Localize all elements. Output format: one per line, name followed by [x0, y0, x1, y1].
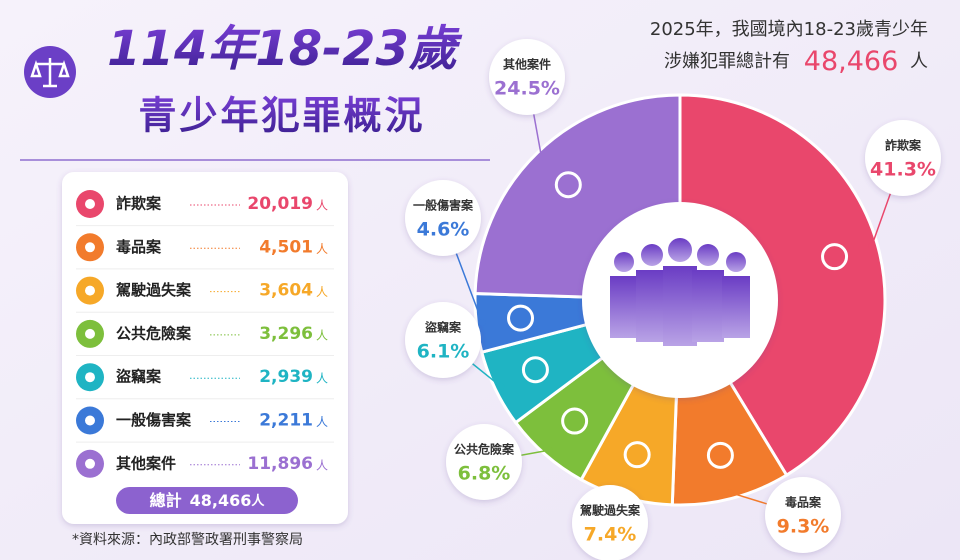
- leader-dot: [726, 489, 734, 497]
- row-unit: 人: [316, 328, 328, 342]
- row-icon-dot: [85, 199, 95, 209]
- slice-label: 6.1%: [417, 341, 470, 363]
- row-name: 盜竊案: [116, 368, 162, 386]
- slice-name: 其他案件: [503, 57, 551, 72]
- row-icon-dot: [85, 415, 95, 426]
- slice-name: 公共危險案: [454, 442, 515, 457]
- callout-bubble: [765, 477, 841, 553]
- row-count: 3,296: [259, 324, 313, 344]
- row-icon-dot: [85, 328, 95, 339]
- leader-dot: [478, 318, 486, 326]
- slice-name: 詐欺案: [885, 138, 922, 153]
- source: *資料來源：內政部警政署刑事警察局: [72, 531, 303, 548]
- leader-dot: [497, 382, 505, 390]
- row-icon-dot: [85, 372, 95, 383]
- slice-label: 24.5%: [494, 78, 560, 100]
- row-unit: 人: [316, 199, 328, 213]
- slice-label: 7.4%: [584, 524, 637, 546]
- row-name: 詐欺案: [116, 195, 162, 213]
- row-name: 駕駛過失案: [116, 281, 192, 299]
- row-unit: 人: [316, 415, 328, 429]
- row-unit: 人: [316, 242, 328, 256]
- callout-bubble: [489, 39, 565, 115]
- callout-bubble: [865, 120, 941, 196]
- callouts: 詐欺案 41.3% 毒品案 9.3% 駕駛過失案 7.4% 公共危險案 6.8% 盜竊案 6.1%…: [405, 39, 941, 560]
- slice-label: 4.6%: [417, 219, 470, 241]
- row-count: 3,604: [259, 281, 313, 301]
- total-value: 48,466: [190, 491, 252, 510]
- summary-line1: 2025年，我國境內18-23歲青少年: [650, 19, 928, 40]
- row-name: 一般傷害案: [116, 411, 192, 429]
- row-count: 4,501: [259, 237, 313, 257]
- donut: [473, 93, 887, 507]
- total-label: 總計: [150, 491, 182, 510]
- total-pill: [116, 487, 298, 514]
- summary-text: 涉嫌犯罪總計有: [664, 51, 790, 72]
- row-count: 11,896: [247, 454, 313, 474]
- row-icon-dot: [85, 285, 95, 296]
- callout-bubble: [446, 424, 522, 500]
- table-panel: [62, 172, 348, 524]
- total: 總計 48,466人: [150, 491, 266, 510]
- row-unit: 人: [316, 285, 328, 299]
- chart-title: 114年18-23歲: [107, 21, 463, 77]
- row-name: 其他案件: [116, 454, 176, 472]
- scale-symbol: [30, 58, 70, 88]
- chart-subtitle: 青少年犯罪概況: [138, 94, 425, 138]
- slice-label: 41.3%: [870, 159, 936, 181]
- slice-name: 毒品案: [785, 495, 822, 510]
- total-unit: 人: [251, 493, 265, 509]
- callout-bubble: [572, 485, 648, 560]
- slice-icon: [706, 441, 734, 469]
- leader-dot: [538, 153, 546, 161]
- summary-unit: 人: [910, 51, 928, 72]
- row-name: 毒品案: [116, 238, 162, 256]
- row-unit: 人: [316, 458, 328, 472]
- callout-bubble: [405, 302, 481, 378]
- leader-dot: [545, 446, 553, 454]
- slice-label: 6.8%: [458, 463, 511, 485]
- row-count: 2,211: [259, 411, 313, 431]
- summary-total: 48,466: [804, 46, 898, 77]
- slice-icon: [554, 171, 582, 199]
- slice-name: 盜竊案: [425, 320, 462, 335]
- slice-icon: [561, 407, 589, 435]
- slice-icon: [623, 441, 651, 469]
- slice-icon: [521, 356, 549, 384]
- slice-name: 一般傷害案: [413, 198, 474, 213]
- row-icon-dot: [85, 458, 95, 469]
- row-name: 公共危險案: [116, 324, 192, 342]
- summary-line2: 涉嫌犯罪總計有 48,466 人: [664, 46, 928, 77]
- slice-icon: [507, 304, 535, 332]
- callout-bubble: [405, 180, 481, 256]
- leader-dot: [868, 242, 876, 250]
- row-count: 20,019: [247, 194, 313, 214]
- row-count: 2,939: [259, 367, 313, 387]
- slice-name: 駕駛過失案: [579, 503, 641, 518]
- row-icon-dot: [85, 242, 95, 253]
- slice-icon: [821, 243, 849, 271]
- people-silhouette: [610, 238, 750, 346]
- row-unit: 人: [316, 372, 328, 386]
- slice-label: 9.3%: [777, 516, 830, 538]
